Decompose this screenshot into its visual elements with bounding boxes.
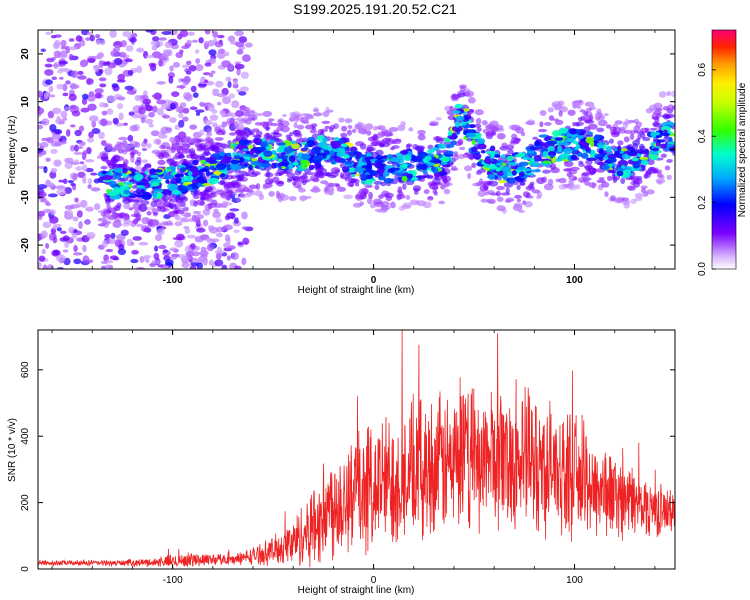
snr-series-line [38,330,675,568]
top-ytick-label: 20 [20,48,31,60]
colorbar-tick-label: 0.0 [697,262,708,276]
top-xtick-label: -100 [163,275,183,286]
bottom-ytick-label: 400 [20,427,31,444]
bottom-xaxis-title: Height of straight line (km) [298,585,415,596]
bottom-xtick-label: 0 [371,575,377,586]
bottom-xtick-label: 100 [566,575,583,586]
colorbar-tick-label: 0.2 [697,195,708,209]
top-yaxis-title: Frequency (Hz) [7,116,18,185]
colorbar-title: Normalized spectral amplitude [737,82,748,217]
top-xaxis-title: Height of straight line (km) [298,285,415,296]
colorbar: 0.0 0.2 0.4 0.6 Normalized spectral amplitu… [697,29,748,276]
bottom-yaxis-title: SNR (10 * v/v) [7,418,18,482]
top-ytick-label: 0 [20,146,31,152]
top-xtick-label: 0 [371,275,377,286]
colorbar-tick-label: 0.4 [697,129,708,143]
bottom-ytick-label: 600 [20,361,31,378]
page-title: S199.2025.191.20.52.C21 [293,1,457,17]
bottom-ytick-label: 0 [20,566,31,572]
top-ytick-label: -10 [20,190,31,205]
top-ytick-label: 10 [20,96,31,108]
bottom-xtick-label: -100 [163,575,183,586]
colorbar-tick-label: 0.6 [697,62,708,76]
bottom-ytick-label: 200 [20,494,31,511]
spectrogram-heatmap [38,30,675,269]
top-xtick-label: 100 [566,275,583,286]
top-ytick-label: -20 [20,237,31,252]
snr-panel: -100 0 100 0 200 400 600 Height of straight li… [7,329,676,596]
